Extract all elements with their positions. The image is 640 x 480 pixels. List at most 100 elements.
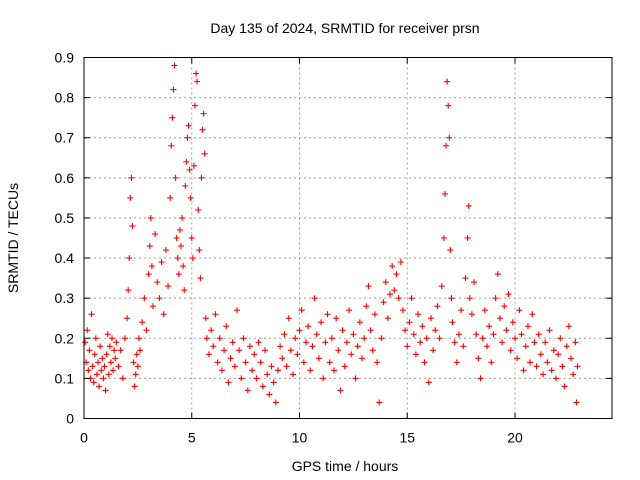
x-tick-label: 10 <box>292 430 308 446</box>
data-point <box>187 194 194 201</box>
data-point <box>322 339 329 346</box>
data-point <box>563 343 570 350</box>
data-point <box>520 367 527 374</box>
y-tick-label: 0.2 <box>55 330 75 346</box>
data-point <box>384 315 391 322</box>
data-point <box>287 347 294 354</box>
data-point <box>216 335 223 342</box>
data-point <box>148 263 155 270</box>
data-point <box>492 295 499 302</box>
data-point <box>272 399 279 406</box>
y-axis-label: SRMTID / TECUs <box>5 183 21 293</box>
data-point <box>259 383 266 390</box>
data-point <box>129 222 136 229</box>
data-point <box>419 323 426 330</box>
data-point <box>96 383 103 390</box>
y-tick-label: 0.4 <box>55 250 75 266</box>
data-point <box>171 62 178 69</box>
data-point <box>223 323 230 330</box>
data-point <box>117 347 124 354</box>
data-point <box>527 359 534 366</box>
data-point <box>294 351 301 358</box>
data-point <box>449 319 456 326</box>
data-point <box>113 339 120 346</box>
data-point <box>573 399 580 406</box>
data-point <box>107 359 114 366</box>
data-point <box>432 327 439 334</box>
data-point <box>389 263 396 270</box>
data-point <box>201 150 208 157</box>
data-point <box>320 375 327 382</box>
data-point <box>408 295 415 302</box>
data-point <box>328 335 335 342</box>
data-point <box>447 247 454 254</box>
data-point <box>466 295 473 302</box>
data-point <box>158 259 165 266</box>
data-point <box>446 134 453 141</box>
data-point <box>393 271 400 278</box>
data-point <box>540 371 547 378</box>
data-point <box>343 339 350 346</box>
data-point <box>557 335 564 342</box>
data-point <box>268 363 275 370</box>
data-point <box>125 287 132 294</box>
data-point <box>131 383 138 390</box>
data-point <box>552 375 559 382</box>
data-point <box>133 351 140 358</box>
data-point <box>99 355 106 362</box>
data-point <box>324 311 331 318</box>
data-point <box>477 375 484 382</box>
data-point <box>570 371 577 378</box>
data-point <box>175 271 182 278</box>
data-point <box>382 279 389 286</box>
data-point <box>350 331 357 338</box>
data-point <box>438 283 445 290</box>
data-point <box>380 299 387 306</box>
data-point <box>173 235 180 241</box>
data-point <box>130 359 137 366</box>
data-point <box>98 367 105 374</box>
data-point <box>417 339 424 346</box>
data-point <box>104 331 111 338</box>
data-point <box>503 327 510 334</box>
data-point <box>169 114 176 121</box>
data-point <box>460 343 467 350</box>
data-point <box>97 343 104 350</box>
data-point <box>313 331 320 338</box>
data-point <box>127 194 134 201</box>
data-point <box>354 343 361 350</box>
data-point <box>406 319 413 326</box>
data-point <box>363 303 370 310</box>
data-point <box>376 399 383 406</box>
data-point <box>145 271 152 278</box>
data-point <box>198 174 205 181</box>
data-point <box>404 343 411 350</box>
data-point <box>137 347 144 354</box>
data-point <box>240 335 247 342</box>
data-point <box>199 126 206 133</box>
data-point <box>212 311 219 318</box>
plot-frame <box>83 57 613 419</box>
data-point <box>121 335 128 342</box>
chart-title: Day 135 of 2024, SRMTID for receiver prs… <box>210 20 479 36</box>
data-point <box>359 355 366 362</box>
data-point <box>292 335 299 342</box>
data-point <box>559 363 566 370</box>
data-point <box>307 367 314 374</box>
data-point <box>218 367 225 374</box>
data-point <box>300 359 307 366</box>
data-point <box>111 347 118 354</box>
data-point <box>95 359 102 366</box>
data-point <box>367 327 374 334</box>
data-point <box>200 110 207 117</box>
data-point <box>341 363 348 370</box>
data-point <box>311 295 318 302</box>
data-point <box>505 291 512 298</box>
data-point <box>156 295 163 302</box>
data-point <box>229 339 236 346</box>
data-point <box>423 335 430 342</box>
data-point <box>465 202 472 209</box>
data-point <box>189 255 196 262</box>
data-point <box>124 315 131 322</box>
